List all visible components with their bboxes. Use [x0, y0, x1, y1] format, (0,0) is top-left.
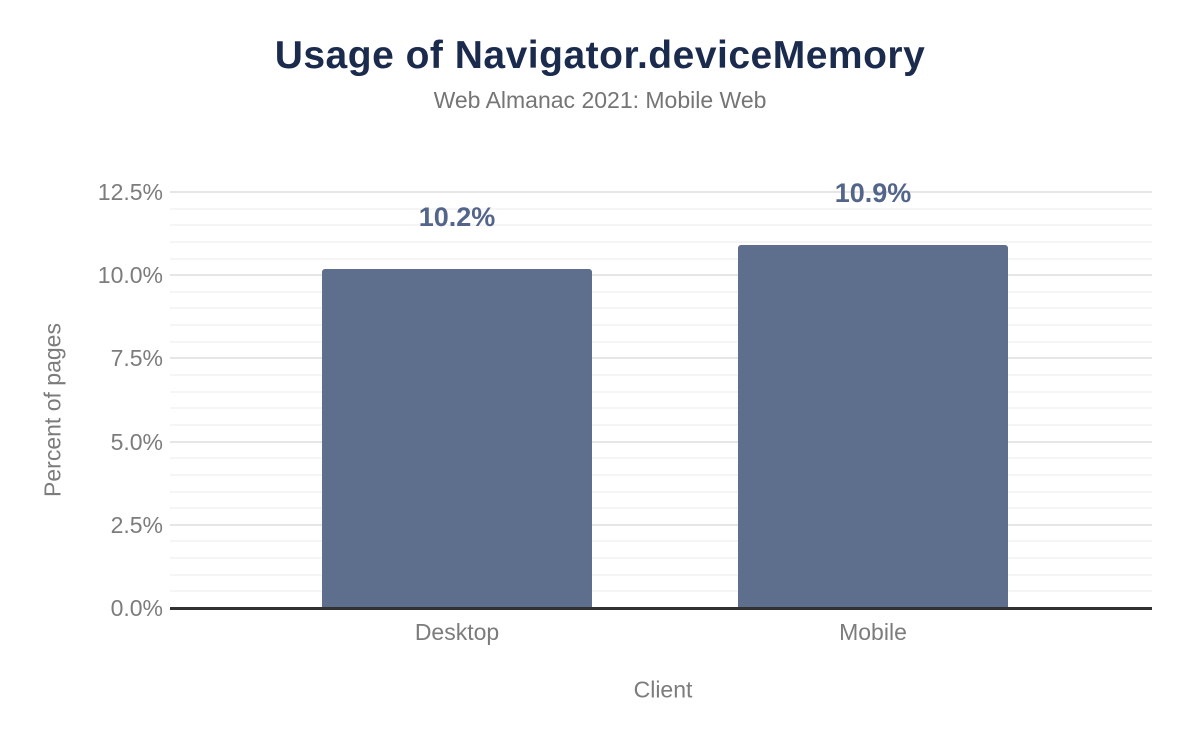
y-tick-label: 0.0% — [110, 595, 163, 621]
gridline-major — [170, 274, 1152, 277]
gridline-major — [170, 523, 1152, 526]
gridline-major — [170, 191, 1152, 193]
gridline-minor — [170, 374, 1152, 377]
gridline-minor — [170, 290, 1152, 293]
chart-subtitle: Web Almanac 2021: Mobile Web — [433, 87, 767, 113]
x-tick-label: Desktop — [414, 619, 500, 645]
gridline-minor — [170, 557, 1152, 560]
x-axis-baseline — [170, 607, 1152, 610]
y-tick-label: 7.5% — [110, 345, 163, 372]
bar-value-label: 10.9% — [834, 178, 912, 209]
gridline-minor — [170, 207, 1152, 210]
gridline-minor — [170, 590, 1152, 593]
gridline-minor — [170, 407, 1152, 410]
gridline-minor — [170, 240, 1152, 243]
gridline-minor — [170, 324, 1152, 327]
y-tick-label: 12.5% — [97, 179, 163, 205]
gridline-minor — [170, 490, 1152, 493]
y-tick-label: 5.0% — [110, 428, 163, 455]
gridline-minor — [170, 390, 1152, 393]
gridline-major — [170, 440, 1152, 443]
gridline-minor — [170, 540, 1152, 543]
gridline-minor — [170, 573, 1152, 576]
gridline-minor — [170, 423, 1152, 426]
gridline-minor — [170, 257, 1152, 260]
chart-title: Usage of Navigator.deviceMemory — [274, 34, 926, 77]
x-axis-title: Client — [633, 676, 693, 703]
gridline-minor — [170, 224, 1152, 227]
gridline-minor — [170, 473, 1152, 476]
y-tick-label: 2.5% — [110, 511, 163, 538]
gridline-major — [170, 357, 1152, 360]
gridline-minor — [170, 340, 1152, 343]
x-tick-label: Mobile — [839, 619, 907, 645]
y-tick-label: 10.0% — [97, 262, 163, 289]
bar-mobile[interactable] — [738, 245, 1008, 608]
gridline-minor — [170, 457, 1152, 460]
gridline-minor — [170, 307, 1152, 310]
gridline-minor — [170, 507, 1152, 510]
bar-desktop[interactable] — [322, 268, 592, 608]
bar-value-label: 10.2% — [418, 201, 496, 232]
